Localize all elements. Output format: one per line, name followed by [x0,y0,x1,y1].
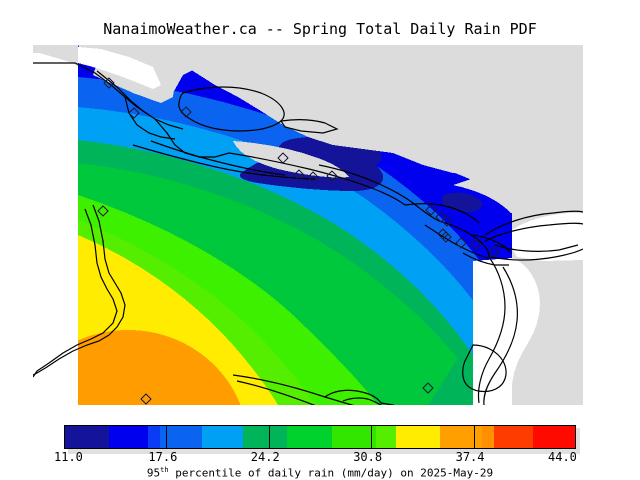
station-marker [441,215,453,227]
station-marker [128,107,140,119]
water-nw-bay [78,47,161,89]
contour-map [33,45,583,405]
colorbar-segment-8 [331,426,376,448]
colorbar-region: 11.0 17.6 24.2 30.8 37.4 44.0 95th percentile… [0,420,640,480]
caption-post: percentile of daily rain (mm/day) on 202… [168,466,494,480]
colorbar-tick-label-1: 17.6 [148,450,178,464]
station-marker [277,152,289,164]
colorbar-tick-labels: 11.0 17.6 24.2 30.8 37.4 44.0 [0,450,640,466]
colorbar-segment-10 [396,426,441,448]
colorbar-segment-4 [201,426,244,448]
land-strip-ne [453,175,525,213]
station-marker [470,238,482,250]
station-marker [435,211,447,223]
land-north [153,45,583,185]
colorbar-segment-1 [109,426,149,448]
colorbar-tick-label-5: 44.0 [548,450,577,464]
page-title: NanaimoWeather.ca -- Spring Total Daily … [103,20,537,38]
station-marker-layer [97,77,500,405]
colorbar-segment-3 [160,426,202,448]
contour-band-orange [78,330,241,405]
station-marker [140,393,152,405]
station-marker [488,246,500,258]
map-plot-area [33,45,583,405]
colorbar-tick-label-3: 30.8 [353,450,383,464]
colorbar-segment-6 [266,426,288,448]
colorbar[interactable] [64,425,576,449]
colorbar-tick-label-0: 11.0 [54,450,83,464]
caption-pre: 95 [146,466,161,480]
colorbar-tick-label-4: 37.4 [455,450,485,464]
land-finger-north [233,141,349,178]
colorbar-segment-14 [533,426,575,448]
station-marker [97,205,109,217]
station-marker [307,171,319,183]
station-marker [440,231,452,243]
land-ne-arm [363,137,528,207]
colorbar-segment-12 [482,426,494,448]
colorbar-segment-0 [65,426,110,448]
coastline-layer [33,62,583,405]
station-marker [180,106,192,118]
colorbar-segment-5 [243,426,267,448]
colorbar-tick-label-2: 24.2 [250,450,280,464]
station-marker [425,204,437,216]
contour-fill-layer [78,45,512,405]
water-bays-layer [78,47,161,89]
colorbar-segment-13 [493,426,534,448]
station-marker [103,77,115,89]
water-east-inlet [473,258,540,405]
station-marker [326,170,338,182]
colorbar-segment-7 [287,426,332,448]
colorbar-segment-11 [440,426,483,448]
water-east-strait-2 [512,213,583,261]
station-marker [422,382,434,394]
station-marker [455,237,467,249]
caption-superscript: th [160,466,169,474]
colorbar-segment-2 [148,426,161,448]
colorbar-segment-9 [375,426,397,448]
colorbar-caption: 95th percentile of daily rain (mm/day) o… [0,466,640,480]
station-marker [293,169,305,181]
